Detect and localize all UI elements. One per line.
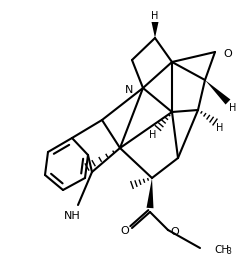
- Polygon shape: [205, 80, 230, 104]
- Polygon shape: [146, 178, 153, 208]
- Text: O: O: [121, 226, 129, 236]
- Text: NH: NH: [64, 211, 80, 221]
- Text: H: H: [149, 130, 157, 140]
- Text: O: O: [171, 227, 179, 237]
- Polygon shape: [151, 22, 159, 38]
- Text: N: N: [125, 85, 133, 95]
- Text: H: H: [151, 11, 159, 21]
- Text: H: H: [229, 103, 237, 113]
- Text: CH: CH: [214, 245, 229, 255]
- Text: 3: 3: [226, 248, 231, 256]
- Text: H: H: [216, 123, 224, 133]
- Text: O: O: [223, 49, 232, 59]
